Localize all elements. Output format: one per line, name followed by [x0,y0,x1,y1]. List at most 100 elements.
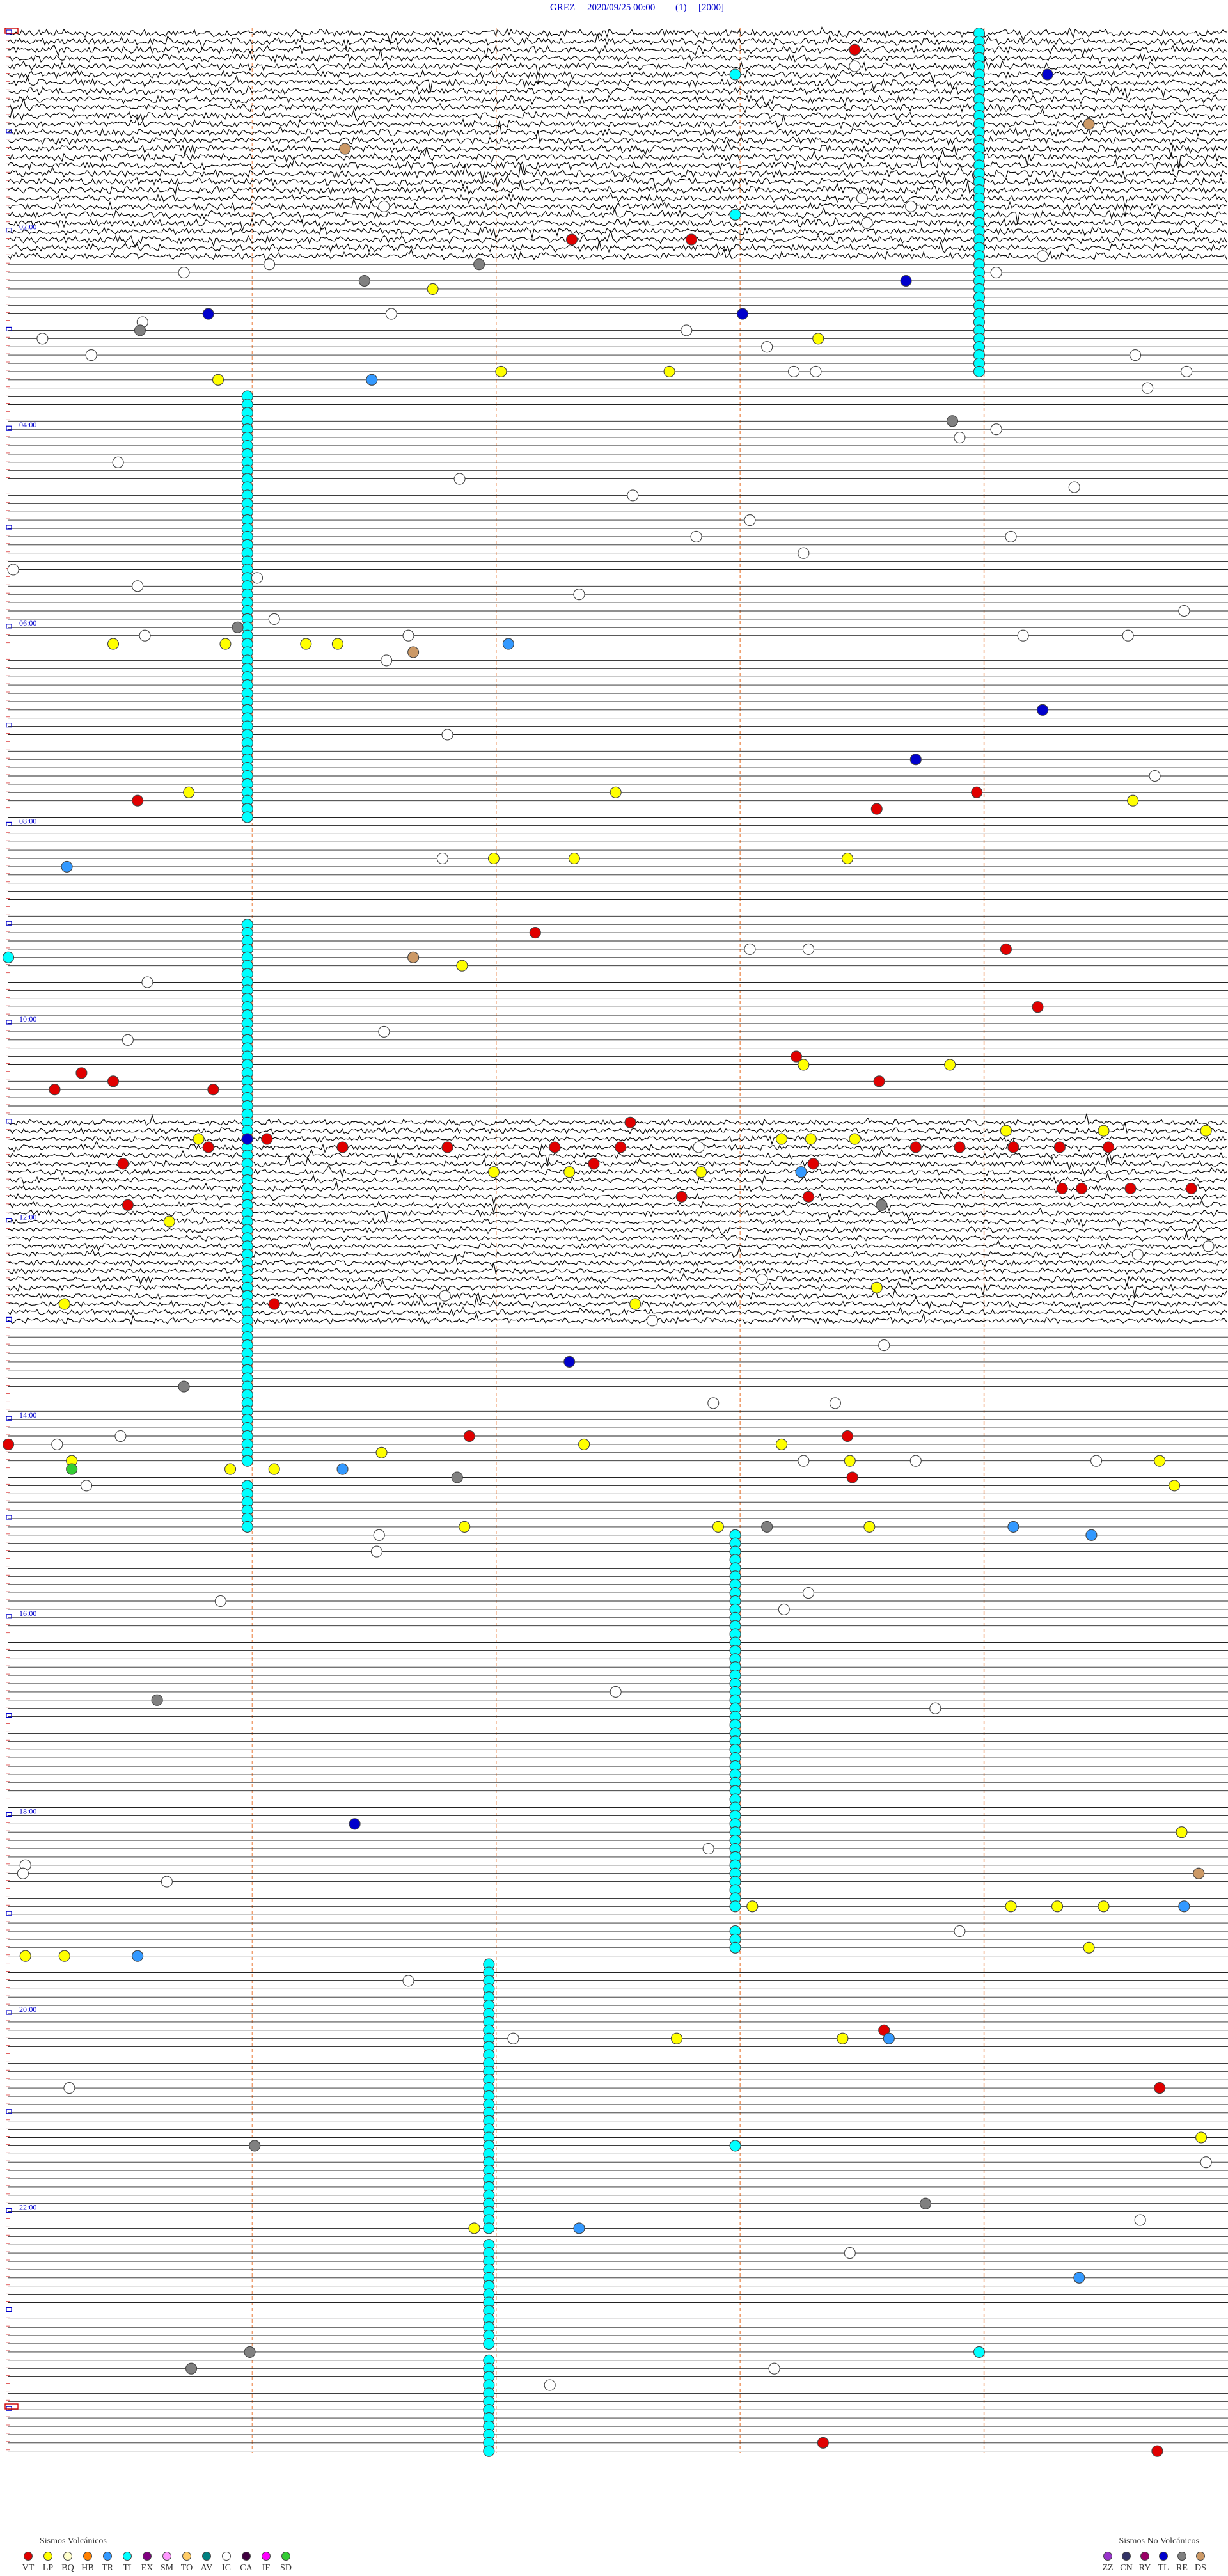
event-vt [1185,1182,1197,1195]
event-ic [856,192,868,205]
legend-label: CA [240,2563,253,2573]
trace [8,174,1227,188]
event-lp [1127,794,1139,807]
event-ic [778,1603,790,1615]
trace [8,1190,1227,1205]
hour-label: 06:00 [19,619,36,628]
event-ic [1178,604,1190,617]
trace [8,163,1227,182]
event-lp [468,2222,480,2234]
scale: [2000] [698,3,724,13]
trace [8,180,1227,196]
event-lp [224,1463,237,1475]
event-tr [573,2222,585,2234]
legend-label: RY [1139,2563,1151,2573]
event-lp [183,786,195,798]
event-lp [163,1215,175,1228]
event-ic [51,1438,63,1450]
trace [8,1154,1227,1171]
event-lp [870,1281,883,1293]
event-ic [178,267,190,279]
trace [8,49,1227,65]
hour-label: 12:00 [19,1213,36,1222]
hour-marker [6,1020,12,1025]
event-ic [573,589,585,601]
event-lp [487,1166,500,1178]
legend-label: EX [141,2563,154,2573]
event-tr [132,1950,144,1962]
event-lp [427,283,439,295]
event-ic [1131,1249,1144,1261]
event-ic [385,308,397,320]
event-ic [990,423,1002,436]
event-lp [746,1900,759,1913]
event-ic [1200,2156,1212,2169]
event-tl [900,274,912,287]
legend-swatch [182,2552,191,2561]
event-tl [563,1355,576,1368]
trace [8,248,1227,260]
event-vt [971,786,983,798]
event-lp [1200,1125,1212,1137]
event-ti [241,811,253,823]
trace [8,1172,1227,1185]
event-sd [66,1463,78,1475]
event-ic [373,1529,385,1541]
event-vt [807,1158,819,1170]
legend-title: Sismos Volcánicos [40,2536,107,2546]
event-vt [565,233,578,246]
event-lp [578,1438,590,1450]
event-vt [117,1158,129,1170]
trace [8,215,1227,232]
trace [8,75,1227,93]
legend-swatch [1196,2552,1205,2561]
event-vt [549,1141,561,1153]
hour-marker [6,1515,12,1520]
event-lp [841,852,854,865]
event-tr [502,638,514,650]
event-lp [487,852,500,865]
trace [8,33,1227,51]
event-re [249,2140,261,2152]
hour-marker [6,2208,12,2213]
event-ti [729,1941,741,1954]
event-tr [366,374,378,386]
trace [8,240,1227,255]
hour-label: 08:00 [19,816,36,825]
event-tr [1007,1521,1019,1533]
event-ic [141,976,154,988]
hour-marker [6,1911,12,1916]
event-vt [49,1084,61,1096]
legend-label: SM [161,2563,174,2573]
day-marker [4,2403,19,2410]
legend-label: HB [81,2563,93,2573]
hour-marker [6,326,12,331]
event-vt [685,233,697,246]
event-ic [112,456,124,468]
legend-swatch [103,2552,112,2561]
event-lp [775,1438,788,1450]
event-ic [802,1587,815,1599]
trace [8,229,1227,248]
event-tl [202,308,214,320]
event-vt [873,1075,885,1087]
event-ic [909,1455,922,1467]
event-vt [841,1430,854,1442]
event-re [761,1521,773,1533]
event-ic [756,1273,768,1285]
event-tl [909,754,922,766]
event-lp [712,1521,724,1533]
trace [8,226,1227,239]
legend-label: CN [1120,2563,1132,2573]
event-vt [132,794,144,807]
event-ic [402,629,414,642]
legend-swatch [1159,2552,1168,2561]
event-ic [954,432,966,444]
trace [8,1296,1227,1311]
event-vt [790,1050,802,1063]
event-tl [1037,704,1049,716]
event-ic [829,1397,841,1409]
legend-swatch [162,2552,171,2561]
event-lp [863,1521,876,1533]
trace [8,1221,1227,1236]
